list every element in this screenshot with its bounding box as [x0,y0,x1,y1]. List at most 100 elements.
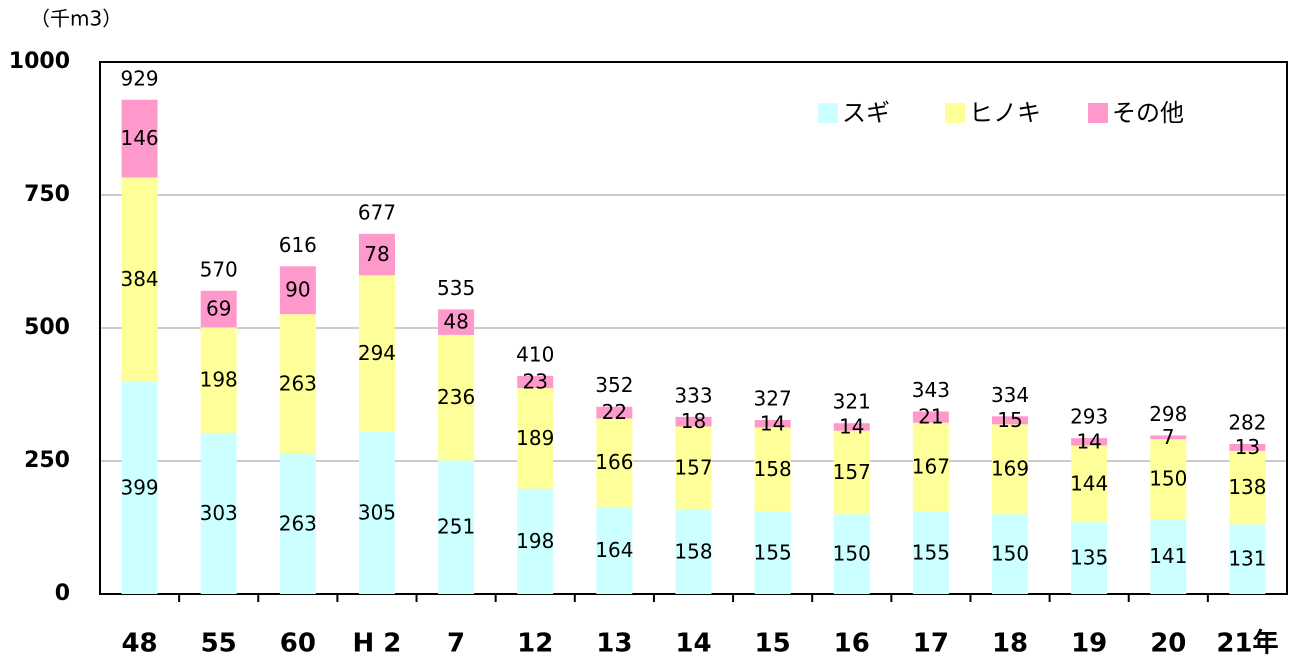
total-label: 333 [674,383,712,407]
segment-label: 169 [991,457,1029,481]
segment-label: 21 [918,405,943,429]
bar-segment [754,511,791,594]
segment-label: 155 [912,540,950,564]
x-tick-label: 60 [280,629,316,659]
x-tick-label: 13 [596,629,632,659]
bar-segment [279,266,316,315]
legend-label: ヒノキ [969,99,1041,127]
bar-segment [121,177,158,382]
total-label: 282 [1228,410,1266,434]
bar-segment [1229,443,1266,451]
total-label: 570 [200,257,238,281]
x-tick-label: 17 [913,629,949,659]
segment-label: 48 [443,310,468,334]
bar-segment [675,416,712,427]
y-tick-label: 1000 [9,49,70,74]
bar-segment [1150,439,1187,519]
segment-label: 166 [595,450,633,474]
bar-segment [912,511,949,594]
x-tick-label: 18 [992,629,1028,659]
legend-swatch [818,103,838,123]
bar-segment [1071,438,1108,446]
total-label: 929 [120,66,158,90]
x-tick-label: 14 [675,629,711,659]
x-tick-label: 20 [1150,629,1186,659]
segment-label: 15 [997,408,1022,432]
total-label: 293 [1070,405,1108,429]
segment-label: 294 [358,341,396,365]
bar-segment [1150,518,1187,594]
segment-label: 90 [285,278,310,302]
segment-label: 23 [523,369,548,393]
segment-label: 135 [1070,546,1108,570]
segment-label: 157 [674,456,712,480]
segment-label: 303 [200,501,238,525]
segment-label: 14 [1076,429,1101,453]
bar-segment [675,426,712,510]
x-tick-label: H 2 [353,629,402,659]
bar-segment [121,99,158,178]
total-label: 535 [437,276,475,300]
bar-segment [438,334,475,461]
segment-label: 263 [279,372,317,396]
segment-label: 305 [358,500,396,524]
y-tick-label: 500 [24,315,70,340]
total-label: 298 [1149,402,1187,426]
unit-label: （千m3） [30,7,122,31]
bar-segment [833,514,870,594]
segment-label: 18 [681,409,706,433]
segment-label: 138 [1228,475,1266,499]
x-tick-label: 15 [755,629,791,659]
bar-segment [517,488,554,594]
bar-segment [833,430,870,515]
bar-segment [754,420,791,428]
segment-label: 7 [1162,425,1175,449]
segment-label: 150 [833,542,871,566]
total-label: 677 [358,200,396,224]
y-tick-label: 250 [24,448,70,473]
bar-segment [675,509,712,594]
bar-segment [992,514,1029,594]
segment-label: 131 [1228,547,1266,571]
bar-segment [912,422,949,512]
bar-segment [1150,435,1187,440]
bar-segment [200,432,237,594]
bar-segment [517,388,554,489]
segment-label: 263 [279,512,317,536]
segment-label: 157 [833,460,871,484]
legend-swatch [945,103,965,123]
bar-segment [358,275,395,432]
bar-segment [438,309,475,335]
segment-label: 13 [1235,435,1260,459]
segment-label: 150 [991,542,1029,566]
segment-label: 158 [674,539,712,563]
segment-label: 198 [200,368,238,392]
x-tick-label: 16 [834,629,870,659]
bar-segment [438,460,475,594]
total-label: 334 [991,383,1029,407]
y-tick-label: 750 [24,182,70,207]
y-tick-label: 0 [55,581,70,606]
segment-label: 384 [120,267,158,291]
segment-label: 150 [1149,467,1187,491]
legend-label: スギ [842,99,890,127]
total-label: 616 [279,233,317,257]
segment-label: 78 [364,242,389,266]
bar-segment [121,381,158,594]
bar-segment [1229,450,1266,525]
total-label: 352 [595,373,633,397]
total-label: 410 [516,342,554,366]
segment-label: 251 [437,515,475,539]
segment-label: 14 [839,414,864,438]
bar-segment [596,406,633,419]
x-tick-label: 12 [517,629,553,659]
segment-label: 158 [754,457,792,481]
total-label: 343 [912,378,950,402]
bar-segment [992,416,1029,425]
legend-swatch [1088,103,1108,123]
bar-segment [200,290,237,328]
x-tick-label: 7 [447,629,465,659]
bar-segment [279,314,316,455]
segment-label: 146 [120,126,158,150]
